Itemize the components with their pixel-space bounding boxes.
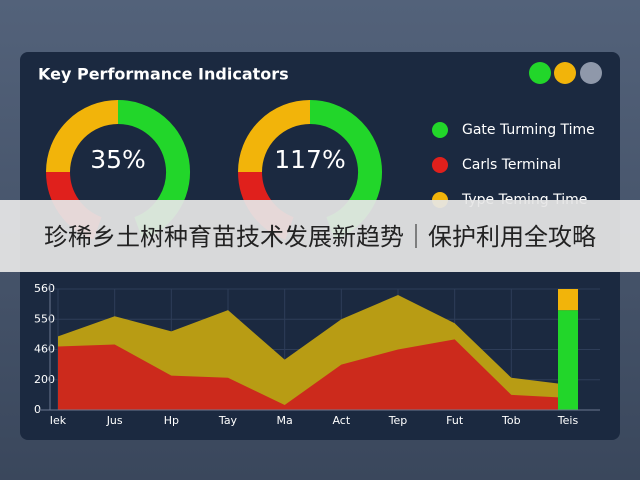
x-tick-label: Act: [332, 414, 350, 427]
legend-dot: [432, 122, 448, 138]
x-tick-label: Tep: [388, 414, 408, 427]
legend-label: Carls Terminal: [462, 157, 561, 173]
gauge-arc: [238, 100, 311, 173]
gauge-value: 117%: [274, 145, 345, 174]
bar: [558, 289, 578, 311]
x-tick-label: Ma: [277, 414, 293, 427]
title: Key Performance Indicators: [38, 65, 289, 84]
x-tick-label: Hp: [164, 414, 179, 427]
x-tick-label: Fut: [446, 414, 464, 427]
gauge-value: 35%: [90, 145, 146, 174]
y-tick-label: 560: [34, 282, 55, 295]
x-tick-label: Tay: [218, 414, 238, 427]
plot: 0 200 460 550 560 Iek Jus Hp Tay Ma Act Tep Fut Tob Te…: [34, 282, 600, 427]
legend-label: Gate Turming Time: [462, 122, 595, 138]
status-dot: [529, 62, 551, 84]
banner-text: 珍稀乡土树种育苗技术发展新趋势｜保护利用全攻略: [44, 223, 596, 251]
gauge-arc: [46, 100, 119, 173]
y-tick-label: 200: [34, 373, 55, 386]
x-tick-label: Teis: [557, 414, 579, 427]
x-tick-label: Tob: [501, 414, 521, 427]
bar: [558, 310, 578, 410]
x-tick-label: Iek: [50, 414, 67, 427]
status-dot: [580, 62, 602, 84]
y-tick-label: 460: [34, 343, 55, 356]
x-tick-label: Jus: [106, 414, 123, 427]
area: [58, 339, 568, 410]
banner: [0, 200, 640, 272]
status-dot: [554, 62, 576, 84]
y-tick-label: 0: [34, 403, 41, 416]
y-tick-label: 550: [34, 312, 55, 325]
legend-dot: [432, 157, 448, 173]
